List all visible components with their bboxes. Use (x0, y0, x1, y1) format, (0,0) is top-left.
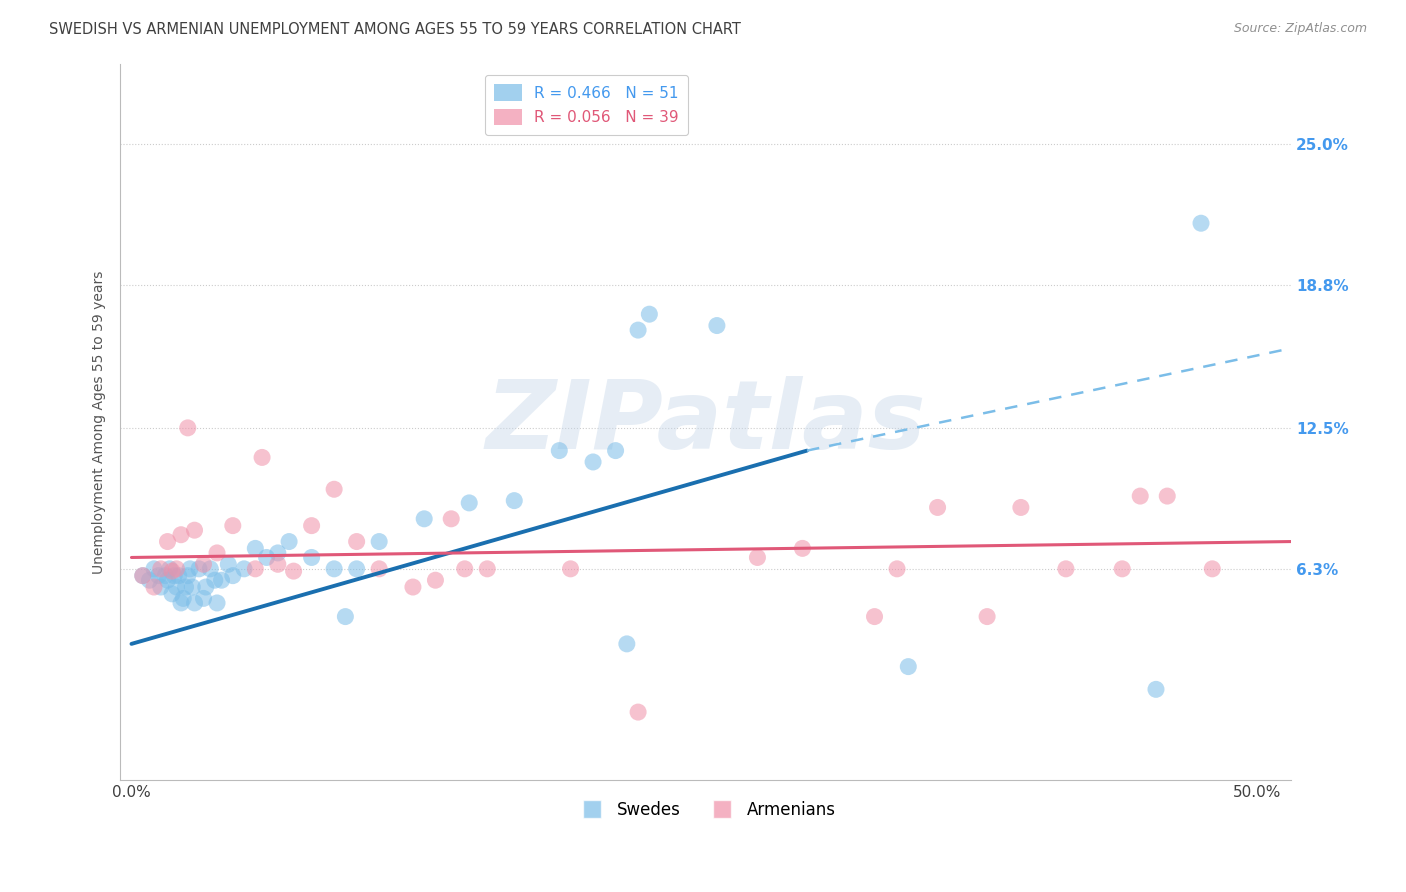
Point (167, 568, 190, 582)
Point (170, 527, 193, 541)
Point (177, 568, 200, 582)
Point (454, 562, 477, 576)
Point (548, 443, 571, 458)
Text: Source: ZipAtlas.com: Source: ZipAtlas.com (1233, 22, 1367, 36)
Point (1054, 562, 1077, 576)
Point (160, 564, 183, 578)
Point (638, 307, 661, 321)
Point (301, 518, 323, 533)
Point (440, 512, 463, 526)
Point (346, 534, 368, 549)
Point (245, 562, 267, 576)
Point (211, 573, 233, 587)
Point (1129, 489, 1152, 503)
Point (179, 562, 201, 576)
Point (976, 609, 998, 624)
Point (160, 587, 183, 601)
Point (323, 482, 346, 496)
Point (183, 523, 205, 537)
Point (205, 596, 228, 610)
Point (193, 591, 215, 606)
Point (267, 546, 290, 560)
Point (616, 637, 638, 651)
Point (205, 546, 228, 560)
Point (222, 568, 245, 582)
Point (267, 558, 290, 572)
Point (200, 562, 222, 576)
Point (863, 609, 886, 624)
Point (183, 596, 205, 610)
Point (605, 443, 627, 458)
Point (582, 455, 605, 469)
Point (156, 534, 179, 549)
Point (503, 493, 526, 508)
Point (159, 562, 181, 576)
Point (132, 568, 155, 582)
Point (886, 562, 908, 576)
Point (1156, 489, 1178, 503)
Point (245, 541, 267, 556)
Point (163, 568, 186, 582)
Point (368, 534, 391, 549)
Point (204, 573, 226, 587)
Point (143, 580, 166, 594)
Point (335, 609, 357, 624)
Legend: Swedes, Armenians: Swedes, Armenians (568, 795, 844, 826)
Y-axis label: Unemployment Among Ages 55 to 59 years: Unemployment Among Ages 55 to 59 years (93, 270, 107, 574)
Point (477, 562, 499, 576)
Point (149, 580, 172, 594)
Point (138, 573, 160, 587)
Point (177, 421, 200, 435)
Point (174, 580, 197, 594)
Point (627, 705, 650, 719)
Point (149, 562, 172, 576)
Point (166, 562, 188, 576)
Point (170, 596, 193, 610)
Point (706, 318, 728, 333)
Point (222, 518, 245, 533)
Point (1111, 562, 1133, 576)
Point (188, 562, 211, 576)
Point (747, 550, 769, 565)
Point (193, 558, 215, 572)
Point (413, 512, 436, 526)
Point (1201, 562, 1223, 576)
Point (217, 558, 239, 572)
Point (132, 568, 155, 582)
Point (627, 323, 650, 337)
Point (346, 562, 368, 576)
Point (402, 580, 425, 594)
Point (233, 562, 256, 576)
Point (560, 562, 582, 576)
Point (155, 568, 177, 582)
Point (1144, 682, 1167, 697)
Point (458, 496, 481, 510)
Point (156, 573, 179, 587)
Point (1010, 500, 1032, 515)
Point (1189, 216, 1212, 230)
Point (323, 562, 346, 576)
Text: ZIPatlas: ZIPatlas (485, 376, 927, 468)
Point (194, 580, 217, 594)
Point (425, 573, 447, 587)
Point (181, 580, 204, 594)
Point (166, 580, 188, 594)
Point (250, 450, 273, 465)
Point (301, 550, 323, 565)
Point (172, 591, 194, 606)
Point (256, 550, 278, 565)
Point (283, 564, 305, 578)
Point (368, 562, 391, 576)
Point (792, 541, 814, 556)
Point (143, 562, 166, 576)
Point (897, 659, 920, 673)
Point (148, 568, 170, 582)
Text: SWEDISH VS ARMENIAN UNEMPLOYMENT AMONG AGES 55 TO 59 YEARS CORRELATION CHART: SWEDISH VS ARMENIAN UNEMPLOYMENT AMONG A… (49, 22, 741, 37)
Point (927, 500, 949, 515)
Point (278, 534, 301, 549)
